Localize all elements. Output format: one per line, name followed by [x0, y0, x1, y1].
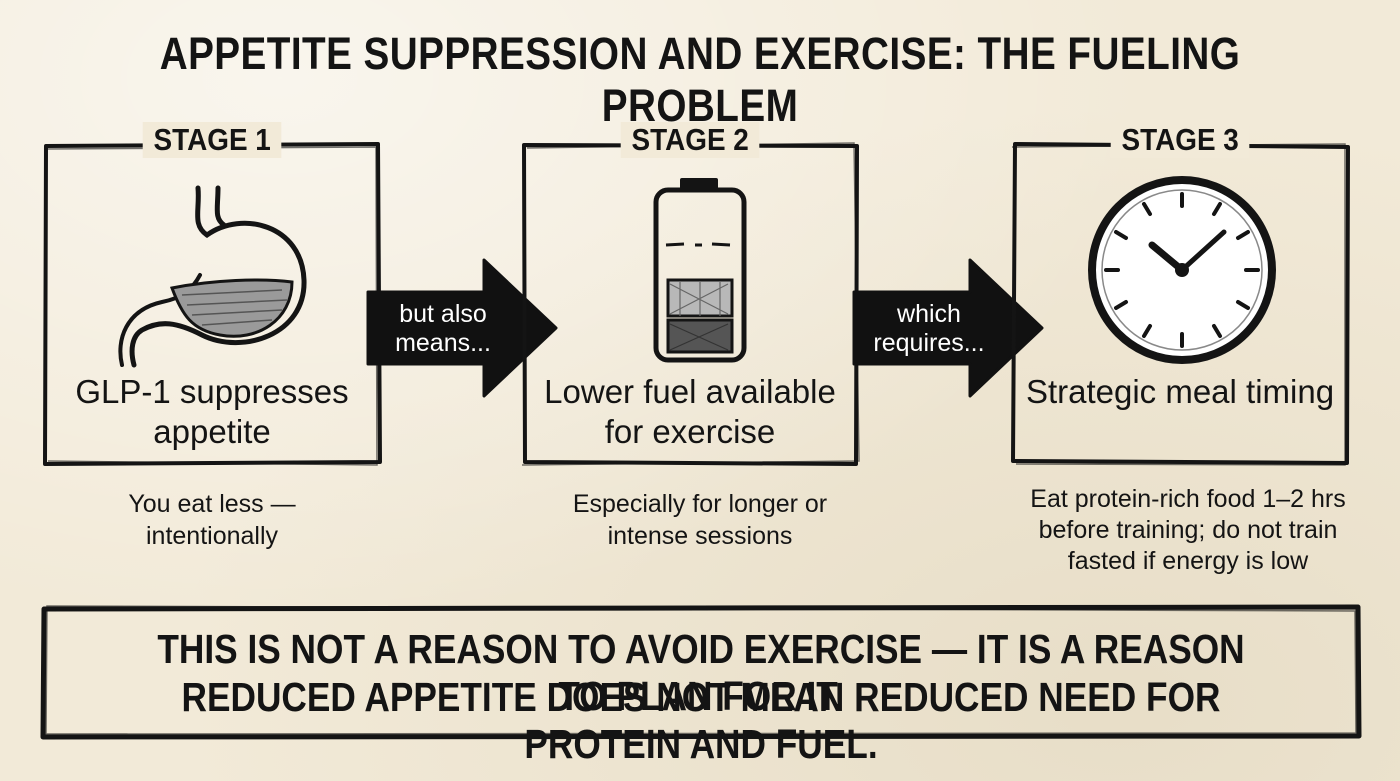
summary-box: THIS IS NOT A REASON TO AVOID EXERCISE —… — [40, 604, 1362, 767]
stage-3-panel: STAGE 3 Strategic meal ti — [1010, 122, 1350, 468]
arrow-shape-2 — [852, 258, 1044, 398]
summary-frame — [40, 604, 1362, 740]
connector-arrow-2: which requires... — [852, 258, 1044, 398]
stage-2-main-text: Lower fuel available for exercise — [544, 373, 836, 450]
stage-2-panel: STAGE 2 Lower fuel available for exercis… — [520, 122, 860, 468]
connector-2-text: which requires... — [873, 300, 985, 357]
stage-2-label: STAGE 2 — [520, 122, 860, 158]
summary-line-1: THIS IS NOT A REASON TO AVOID EXERCISE —… — [157, 626, 1245, 719]
page-title: APPETITE SUPPRESSION AND EXERCISE: THE F… — [159, 28, 1241, 131]
stage-1-main-text: GLP-1 suppresses appetite — [75, 373, 349, 450]
stomach-icon — [42, 170, 382, 370]
low-battery-icon — [520, 170, 860, 370]
stage-2-note: Especially for longer or intense session… — [572, 490, 828, 550]
stage-1-label: STAGE 1 — [42, 122, 382, 158]
stage-1-panel: STAGE 1 GLP-1 suppresses appetite — [42, 122, 382, 468]
connector-arrow-1: but also means... — [366, 258, 558, 398]
summary-line-2: REDUCED APPETITE DOES NOT MEAN REDUCED N… — [181, 674, 1221, 767]
stage-3-main-text: Strategic meal timing — [1025, 373, 1335, 410]
stage-3-note: Eat protein-rich food 1–2 hrs before tra… — [1030, 485, 1346, 575]
connector-1-text: but also means... — [395, 300, 491, 357]
stage-1-note: You eat less — intentionally — [128, 490, 296, 550]
stage-3-label: STAGE 3 — [1010, 122, 1350, 158]
arrow-shape-1 — [366, 258, 558, 398]
clock-icon — [1010, 170, 1350, 370]
